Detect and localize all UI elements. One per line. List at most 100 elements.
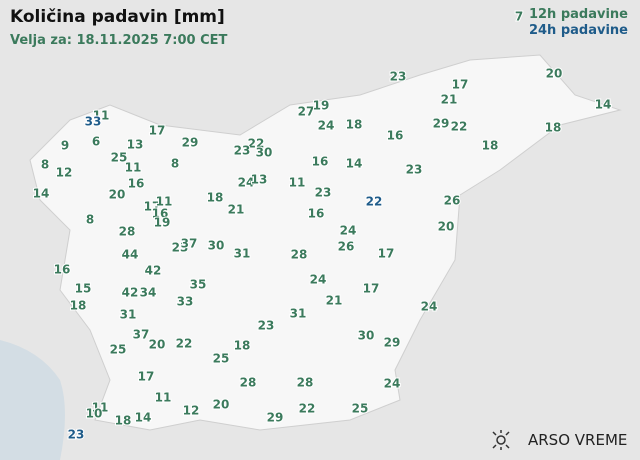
station-value: 34 (140, 286, 157, 300)
station-value: 11 (289, 176, 306, 190)
station-value: 24 (421, 300, 438, 314)
station-value: 29 (384, 336, 401, 350)
station-value: 37 (133, 328, 150, 342)
station-value: 17 (378, 247, 395, 261)
station-value: 20 (149, 338, 166, 352)
station-value: 16 (308, 207, 325, 221)
station-value: 25 (110, 343, 127, 357)
station-value: 13 (251, 173, 268, 187)
station-value: 16 (128, 177, 145, 191)
station-value: 30 (208, 239, 225, 253)
station-value: 22 (451, 120, 468, 134)
station-value: 31 (234, 247, 251, 261)
station-value: 23 (390, 70, 407, 84)
station-value: 33 (85, 115, 102, 129)
station-value: 33 (177, 295, 194, 309)
station-value: 23 (258, 319, 275, 333)
title: Količina padavin [mm] (10, 7, 225, 27)
station-value: 23 (68, 428, 85, 442)
station-value: 21 (441, 93, 458, 107)
station-value: 28 (240, 376, 257, 390)
station-value: 19 (313, 99, 330, 113)
station-value: 14 (346, 157, 363, 171)
station-value: 26 (338, 240, 355, 254)
country-area (29, 54, 622, 431)
station-value: 17 (149, 124, 166, 138)
station-value: 35 (190, 278, 207, 292)
station-value: 31 (120, 308, 137, 322)
station-value: 24 (310, 273, 327, 287)
station-value: 27 (298, 105, 315, 119)
station-value: 29 (182, 136, 199, 150)
station-value: 16 (312, 155, 329, 169)
station-value: 24 (238, 176, 255, 190)
station-value: 18 (545, 121, 562, 135)
logo-icon (492, 430, 510, 450)
station-value: 28 (291, 248, 308, 262)
station-value: 24 (318, 119, 335, 133)
station-value: 42 (122, 286, 139, 300)
station-value: 25 (111, 151, 128, 165)
station-value: 11 (155, 391, 172, 405)
station-value: 23 (406, 163, 423, 177)
station-value: 29 (267, 411, 284, 425)
station-value: 31 (290, 307, 307, 321)
station-value: 44 (122, 248, 139, 262)
station-value: 25 (352, 402, 369, 416)
station-value: 25 (213, 352, 230, 366)
station-value: 14 (135, 411, 152, 425)
station-value: 18 (482, 139, 499, 153)
station-value: 18 (70, 299, 87, 313)
station-value: 22 (176, 337, 193, 351)
station-value: 23 (172, 241, 189, 255)
station-value: 18 (346, 118, 363, 132)
station-value: 9 (61, 139, 69, 153)
station-value: 11 (125, 161, 142, 175)
station-value: 21 (326, 294, 343, 308)
station-value: 17 (144, 200, 161, 214)
station-value: 10 (86, 407, 103, 421)
station-value: 11 (156, 195, 173, 209)
station-value: 18 (115, 414, 132, 428)
station-value: 14 (595, 98, 612, 112)
legend-24h: 24h padavine (529, 23, 628, 38)
station-value: 14 (33, 187, 50, 201)
station-value: 30 (256, 146, 273, 160)
station-value: 28 (119, 225, 136, 239)
station-value: 21 (228, 203, 245, 217)
station-value: 12 (183, 404, 200, 418)
station-value: 20 (213, 398, 230, 412)
station-value: 7 (515, 10, 523, 24)
station-value: 22 (299, 402, 316, 416)
station-value: 37 (181, 237, 198, 251)
station-value: 20 (546, 67, 563, 81)
station-value: 15 (75, 282, 92, 296)
station-value: 16 (152, 207, 169, 221)
station-value: 26 (444, 194, 461, 208)
station-value: 16 (387, 129, 404, 143)
subtitle: Velja za: 18.11.2025 7:00 CET (10, 33, 227, 48)
station-value: 23 (234, 144, 251, 158)
station-value: 12 (56, 166, 73, 180)
station-value: 8 (86, 213, 94, 227)
station-value: 28 (297, 376, 314, 390)
station-value: 29 (433, 117, 450, 131)
station-value: 16 (54, 263, 71, 277)
station-value: 6 (92, 135, 100, 149)
station-value: 13 (127, 138, 144, 152)
station-value: 18 (234, 339, 251, 353)
station-value: 22 (248, 137, 265, 151)
station-value: 19 (154, 216, 171, 230)
station-value: 11 (93, 109, 110, 123)
station-value: 17 (363, 282, 380, 296)
station-value: 8 (171, 157, 179, 171)
station-value: 17 (138, 370, 155, 384)
station-value: 20 (109, 188, 126, 202)
station-value: 42 (145, 264, 162, 278)
station-value: 24 (384, 377, 401, 391)
station-value: 22 (366, 195, 383, 209)
logo: ARSO VREME (528, 431, 627, 449)
station-value: 11 (92, 401, 109, 415)
legend-12h: 12h padavine (529, 7, 628, 22)
